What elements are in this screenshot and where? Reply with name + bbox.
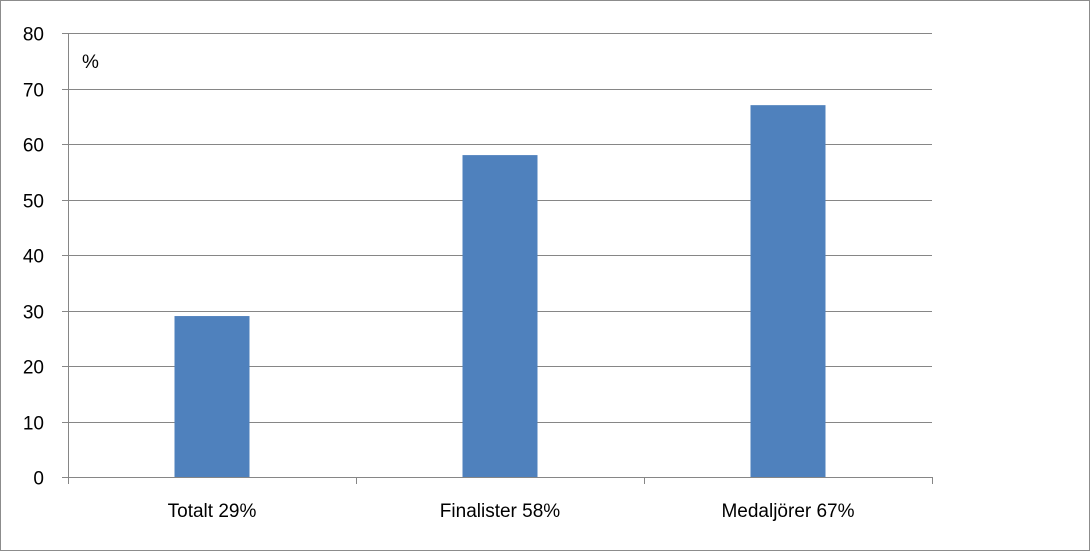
- bar-2: [462, 155, 538, 477]
- y-tick-label: 50: [23, 192, 44, 213]
- x-tick-label: Finalister 58%: [440, 501, 560, 522]
- y-axis-unit-label: %: [82, 52, 99, 73]
- y-tick-label: 20: [23, 358, 44, 379]
- bars: [174, 105, 826, 478]
- x-tick-label: Totalt 29%: [168, 501, 257, 522]
- y-tick-label: 70: [23, 81, 44, 102]
- axes: [62, 33, 933, 484]
- y-tick-label: 60: [23, 136, 44, 157]
- y-tick-label: 10: [23, 414, 44, 435]
- x-tick-labels: Totalt 29% Finalister 58% Medaljörer 67%: [168, 501, 855, 522]
- y-tick-label: 30: [23, 303, 44, 324]
- x-tick-label: Medaljörer 67%: [721, 501, 854, 522]
- y-tick-label: 0: [33, 469, 44, 490]
- y-tick-label: 40: [23, 247, 44, 268]
- y-tick-label: 80: [23, 25, 44, 46]
- bar-1: [174, 316, 250, 477]
- bar-3: [750, 105, 826, 478]
- y-tick-labels: 0 10 20 30 40 50 60 70 80: [23, 25, 44, 490]
